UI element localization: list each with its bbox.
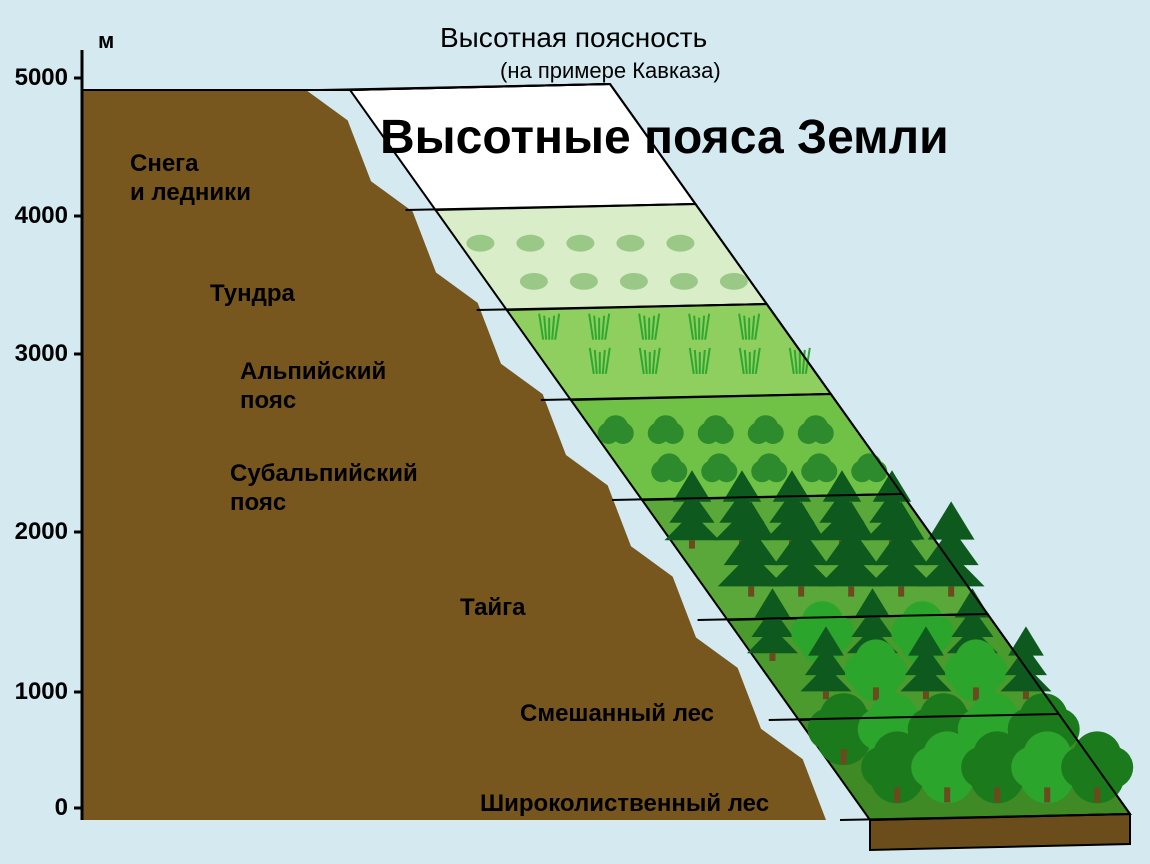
axis-tick: 0 <box>8 794 68 822</box>
axis-tick: 4000 <box>8 202 68 230</box>
axis-tick: 3000 <box>8 340 68 368</box>
diagram-container: м 5000 4000 3000 2000 1000 0 Высотная пояснос… <box>0 0 1150 864</box>
zone-label: Широколиственный лес <box>480 790 769 819</box>
header-subtitle: (на примере Кавказа) <box>500 58 721 84</box>
zone-label: Альпийскийпояс <box>240 358 386 416</box>
zone-label: Смешанный лес <box>520 700 714 729</box>
axis-tick: 2000 <box>8 518 68 546</box>
main-title: Высотные пояса Земли <box>380 110 949 165</box>
header-title: Высотная поясность <box>440 22 707 54</box>
zone-label: Снегаи ледники <box>130 150 251 208</box>
zone-label: Тайга <box>460 594 526 623</box>
axis-unit: м <box>98 28 114 54</box>
zone-label: Тундра <box>210 280 295 309</box>
zone-label: Субальпийскийпояс <box>230 460 418 518</box>
axis-tick: 5000 <box>8 64 68 92</box>
axis-tick: 1000 <box>8 678 68 706</box>
